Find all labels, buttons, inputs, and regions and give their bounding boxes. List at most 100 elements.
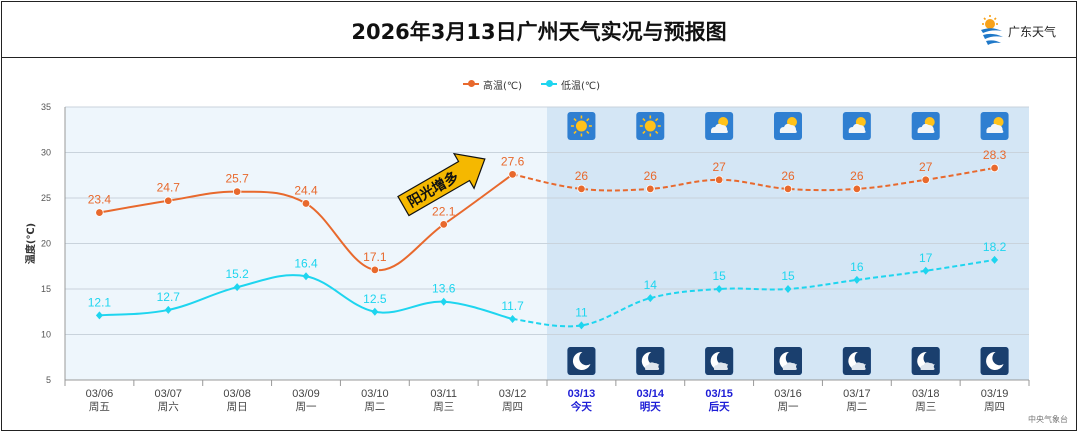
low-temp-point	[233, 283, 241, 292]
high-temp-point	[508, 170, 517, 179]
partly-cloudy-icon	[705, 112, 734, 140]
x-tick-label-date: 03/10	[361, 388, 389, 400]
x-tick-label-date: 03/11	[430, 388, 457, 400]
low-temp-data-label: 15	[781, 269, 795, 283]
high-temp-data-label: 24.7	[157, 181, 181, 195]
low-temp-data-label: 15	[712, 269, 726, 283]
high-temp-data-label: 23.4	[88, 193, 112, 207]
moon-shape	[986, 351, 1004, 370]
partly-cloudy-icon	[980, 112, 1009, 140]
cloudy-night-icon	[911, 347, 940, 375]
low-temp-point	[577, 321, 585, 330]
high-temp-data-label: 27.6	[501, 154, 525, 168]
sunny-icon	[567, 112, 596, 140]
low-temp-data-label: 12.7	[157, 290, 181, 304]
cloudy-night-icon	[842, 347, 871, 375]
low-temp-point	[715, 285, 723, 293]
high-temp-point	[232, 187, 242, 196]
cloud-shape	[848, 123, 866, 133]
cloudy-night-icon	[636, 347, 665, 375]
x-tick-label-date: 03/15	[705, 388, 733, 400]
high-temp-data-label: 25.7	[225, 172, 249, 186]
legend-high-label: 高温(℃)	[483, 81, 523, 92]
low-temp-point	[853, 275, 861, 284]
x-tick-label-weekday: 周四	[502, 401, 523, 413]
legend: 高温(℃) 低温(℃)	[0, 76, 1074, 92]
x-tick-label-weekday: 周一	[296, 401, 317, 413]
partly-cloudy-icon	[842, 112, 871, 140]
night-tile	[567, 347, 596, 375]
high-temp-point	[646, 184, 655, 194]
x-tick-label-weekday: 明天	[640, 401, 661, 413]
sunny-icon	[636, 112, 665, 140]
high-temp-data-label: 26	[644, 169, 658, 183]
cloud-shape	[710, 123, 728, 133]
low-temp-point	[440, 297, 448, 306]
x-tick-label-weekday: 周三	[433, 401, 454, 413]
x-tick-label-date: 03/08	[223, 388, 251, 400]
high-temp-point	[783, 184, 793, 194]
high-temp-line-forecast	[512, 166, 995, 192]
x-tick-label-weekday: 周四	[984, 401, 1005, 413]
high-temp-data-label: 28.3	[983, 148, 1007, 162]
x-tick-label-weekday: 后天	[709, 400, 730, 413]
x-tick-label-weekday: 周二	[846, 401, 867, 413]
sun-logo-icon	[981, 15, 1003, 45]
cloudy-night-icon	[774, 347, 802, 375]
credit-text: 中央气象台	[1028, 415, 1068, 424]
x-tick-label-weekday: 周五	[89, 401, 110, 413]
low-temp-point	[509, 315, 517, 324]
sun-ray	[586, 130, 590, 134]
low-temp-data-label: 17	[919, 251, 933, 265]
y-tick-label: 35	[41, 102, 51, 112]
x-tick-label-date: 03/12	[499, 388, 527, 400]
low-temp-point	[164, 305, 172, 314]
partly-cloudy-icon	[911, 112, 940, 140]
x-tick-label-date: 03/14	[637, 388, 665, 400]
clear-night-icon	[980, 347, 1009, 375]
x-tick-label-weekday: 周一	[778, 401, 799, 413]
night-tile	[774, 347, 802, 375]
x-tick-label-date: 03/16	[774, 388, 802, 400]
cloud-shape	[917, 123, 935, 133]
sun-ray	[586, 118, 590, 122]
y-tick-label: 15	[41, 284, 51, 294]
low-temp-point	[371, 307, 379, 316]
sun-ray	[573, 118, 577, 122]
night-tile	[842, 347, 871, 375]
night-tile	[636, 347, 665, 375]
x-tick-label-weekday: 周六	[158, 401, 179, 413]
y-tick-label: 30	[41, 148, 51, 158]
low-temp-data-label: 11	[575, 305, 588, 319]
sun-disc	[644, 120, 656, 132]
cloud-shape	[645, 362, 660, 370]
low-temp-data-label: 11.7	[501, 299, 524, 313]
low-temp-data-label: 13.6	[432, 282, 456, 296]
high-temp-point	[990, 163, 999, 173]
logo: 广东天气	[978, 14, 1068, 48]
x-tick-label-weekday: 周日	[227, 401, 248, 413]
y-tick-label: 25	[41, 193, 51, 203]
legend-low-marker	[546, 80, 553, 87]
header: 2026年3月13日广州天气实况与预报图 广东天气	[2, 2, 1076, 58]
cloudy-night-icon	[705, 347, 734, 375]
x-tick-label-date: 03/07	[155, 388, 183, 400]
low-temp-data-label: 15.2	[225, 267, 249, 281]
legend-high-marker	[468, 80, 475, 87]
high-temp-point	[921, 175, 930, 184]
high-temp-data-label: 24.4	[294, 183, 318, 197]
page-title: 2026年3月13日广州天气实况与预报图	[351, 20, 727, 44]
moon-shape	[572, 351, 591, 370]
x-tick-label-date: 03/17	[843, 388, 871, 400]
clear-night-icon	[567, 347, 596, 375]
sun-ray	[642, 118, 646, 122]
high-temp-point	[577, 184, 586, 194]
high-temp-point	[164, 196, 173, 205]
sun-ray	[642, 130, 646, 134]
cloud-shape	[851, 362, 866, 370]
x-tick-label-weekday: 周二	[364, 401, 385, 413]
sun-ray	[573, 130, 577, 134]
partly-cloudy-icon	[774, 112, 802, 140]
